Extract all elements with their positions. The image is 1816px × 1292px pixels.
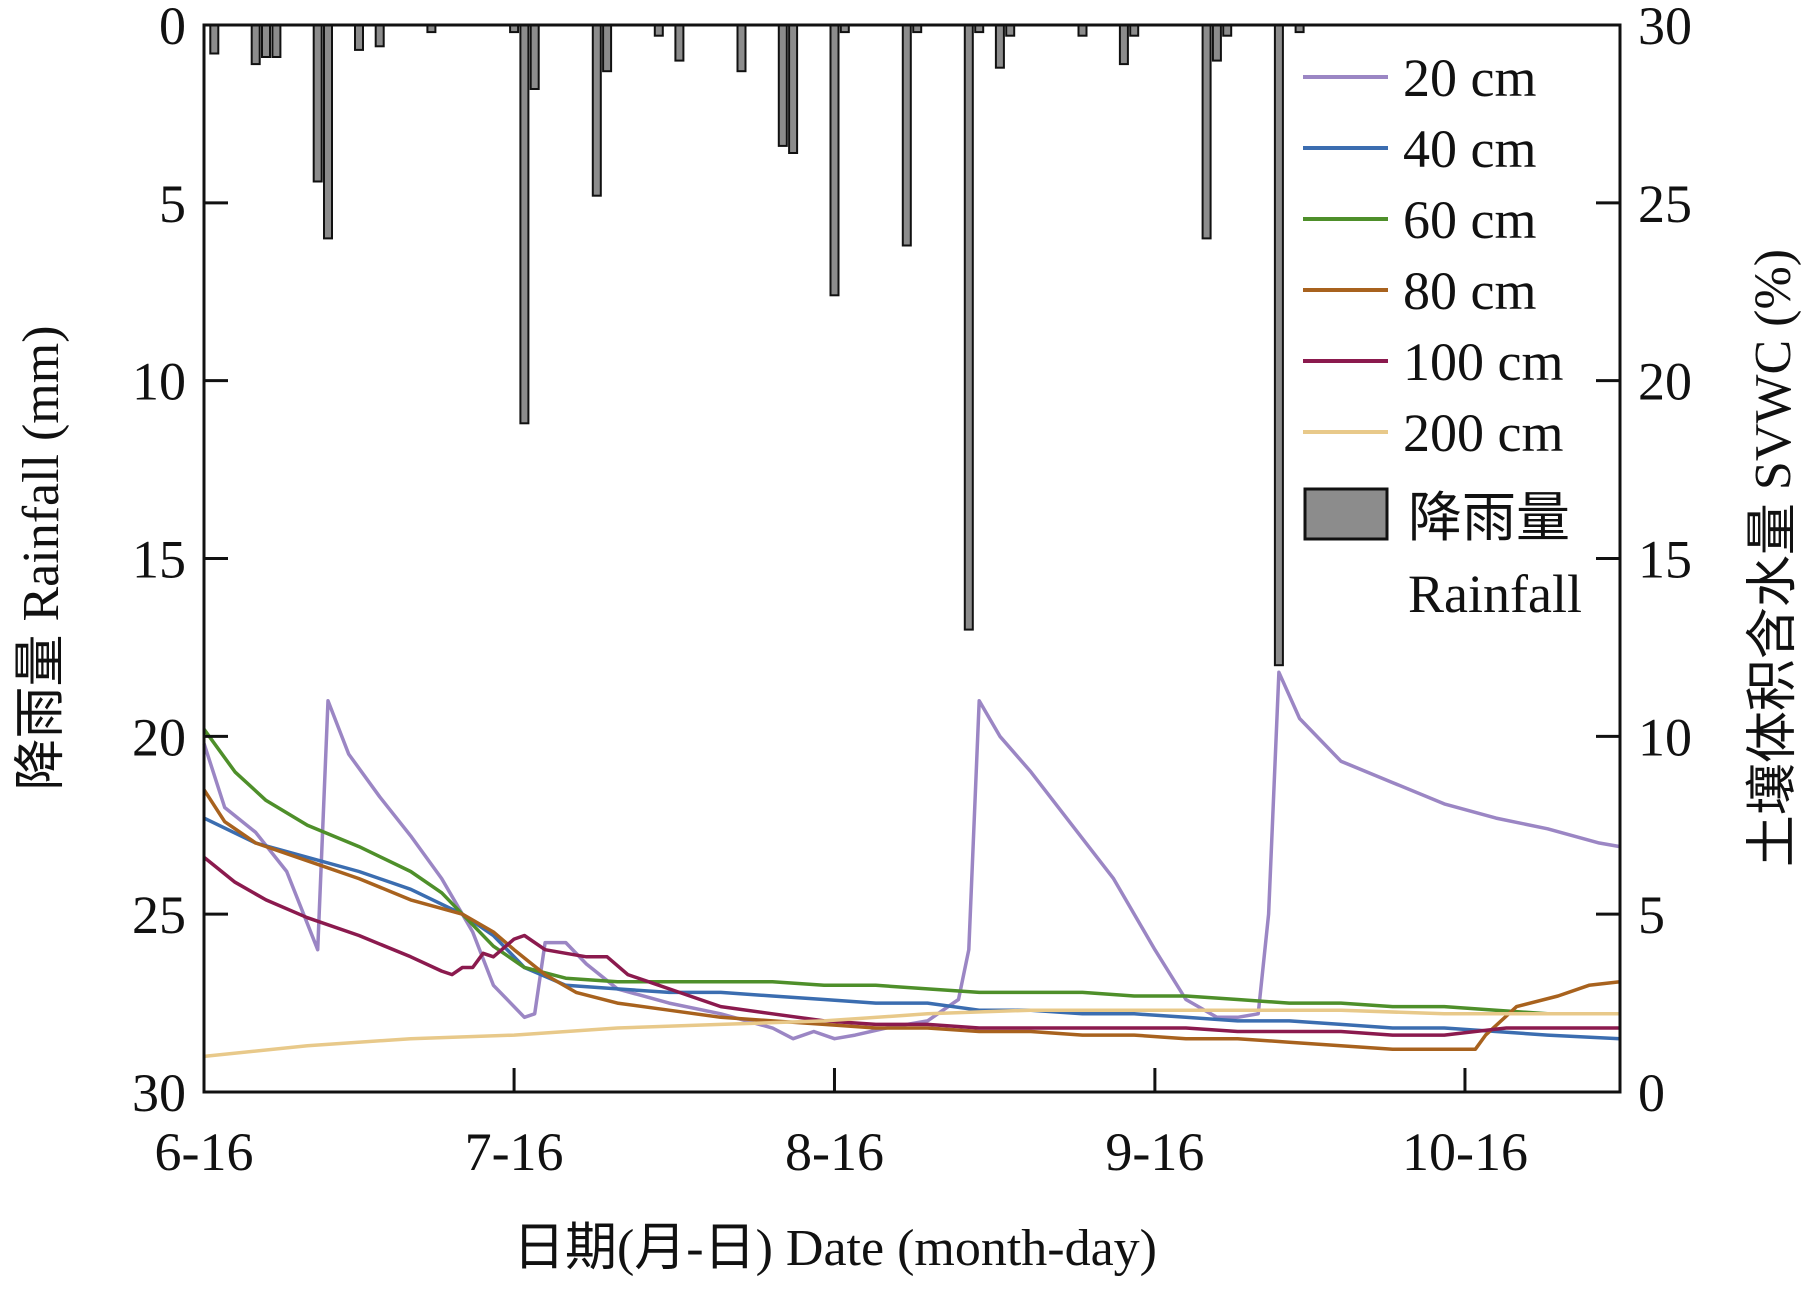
right-tick-label: 0 [1638, 1063, 1665, 1123]
rainfall-bar [1077, 24, 1088, 37]
legend-rainfall-label-zh: 降雨量 [1408, 488, 1570, 548]
rainfall-bar [1211, 24, 1222, 62]
x-tick-label: 10-16 [1402, 1122, 1528, 1182]
rainfall-bar [323, 24, 333, 240]
right-tick-label: 15 [1638, 530, 1692, 590]
legend-rainfall-label-en: Rainfall [1408, 564, 1582, 624]
left-tick-label: 15 [132, 530, 186, 590]
rainfall-bar [261, 24, 271, 58]
right-tick-label: 25 [1638, 174, 1692, 234]
soil-moisture-lines [202, 670, 1621, 1059]
legend: 20 cm 40 cm 60 cm 80 cm 100 cm 200 cm 降雨量 Rai… [1303, 48, 1582, 624]
rainfall-bar [1201, 24, 1212, 240]
left-axis-ticks: 0 5 10 15 20 25 30 [132, 0, 228, 1123]
x-tick-label: 8-16 [785, 1122, 884, 1182]
rainfall-bar [529, 24, 540, 90]
left-tick-label: 10 [132, 352, 186, 412]
right-tick-label: 5 [1638, 885, 1665, 945]
rainfall-bar [374, 24, 385, 48]
rainfall-bars [209, 24, 1305, 667]
legend-rainfall-swatch [1303, 487, 1389, 541]
rainfall-bar [1222, 24, 1233, 37]
rainfall-bar [1273, 24, 1284, 667]
rainfall-bar [1118, 24, 1129, 66]
left-tick-label: 20 [132, 707, 186, 767]
rainfall-bar [674, 24, 685, 62]
series-line-60cm [202, 728, 1620, 1016]
rainfall-bar [209, 24, 220, 55]
right-axis-ticks: 0 5 10 15 20 25 30 [1596, 0, 1692, 1123]
right-axis-title: 土壤体积含水量 SVWC (%) [1745, 249, 1802, 867]
legend-label: 200 cm [1403, 403, 1563, 463]
right-tick-label: 10 [1638, 707, 1692, 767]
x-tick-label: 9-16 [1105, 1122, 1204, 1182]
rainfall-bar [519, 24, 530, 425]
series-line-100cm [202, 855, 1620, 1037]
series-line-40cm [203, 816, 1621, 1041]
legend-label: 40 cm [1403, 119, 1536, 179]
rainfall-bar [591, 24, 602, 197]
series-line-200cm [203, 1008, 1620, 1059]
x-tick-label: 6-16 [155, 1122, 254, 1182]
rainfall-bar [1129, 24, 1140, 37]
rainfall-bar [963, 24, 974, 631]
x-tick-label: 7-16 [465, 1122, 564, 1182]
rainfall-bar [602, 24, 613, 73]
left-tick-label: 25 [132, 885, 186, 945]
left-axis-title: 降雨量 Rainfall (mm) [13, 325, 70, 790]
legend-label: 100 cm [1403, 332, 1563, 392]
legend-label: 60 cm [1403, 190, 1536, 250]
right-tick-label: 30 [1638, 0, 1692, 56]
rainfall-bar [829, 24, 840, 297]
rainfall-bar [994, 24, 1005, 69]
rainfall-bar [312, 24, 323, 183]
left-tick-label: 0 [159, 0, 186, 56]
x-axis-title: 日期(月-日) Date (month-day) [513, 1220, 1157, 1277]
x-axis-ticks: 6-16 7-16 8-16 9-16 10-16 [155, 1068, 1528, 1182]
right-tick-label: 20 [1638, 352, 1692, 412]
series-line-20cm [202, 670, 1621, 1041]
rainfall-bar [736, 24, 747, 73]
rainfall-bar [354, 24, 364, 51]
legend-label: 80 cm [1403, 261, 1536, 321]
rainfall-bar [901, 24, 912, 247]
rainfall-bar [777, 24, 788, 147]
rainfall-bar [653, 24, 664, 37]
rainfall-bar [788, 24, 799, 154]
left-tick-label: 5 [159, 174, 186, 234]
rainfall-bar [250, 24, 261, 66]
legend-label: 20 cm [1403, 48, 1536, 108]
rainfall-bar [1005, 24, 1016, 37]
series-line-80cm [202, 788, 1621, 1052]
plot-frame [202, 23, 1622, 1094]
left-tick-label: 30 [132, 1063, 186, 1123]
rainfall-bar [271, 24, 282, 58]
